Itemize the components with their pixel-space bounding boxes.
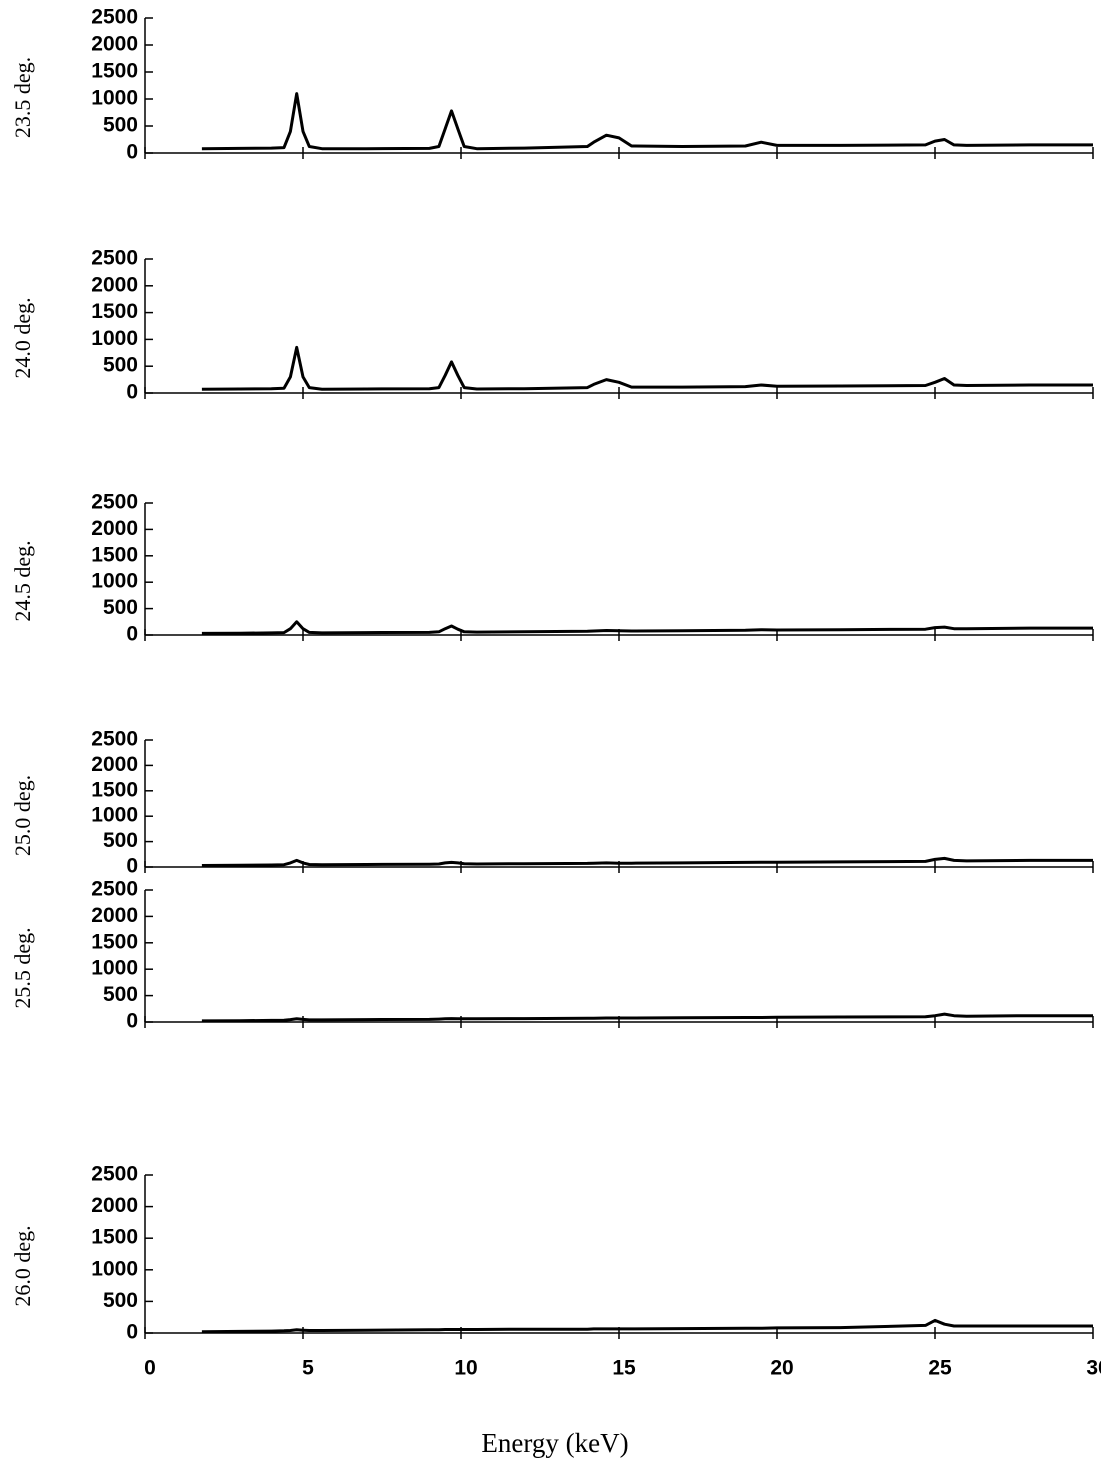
spectrum-line — [201, 856, 1093, 867]
spectrum-line — [201, 92, 1093, 151]
x-tick-label: 0 — [144, 1357, 156, 1380]
y-tick-label: 2000 — [91, 753, 138, 776]
y-tick-label: 1000 — [91, 570, 138, 593]
y-axis-label: 24.0 deg. — [10, 297, 35, 378]
x-tick-label: 25 — [928, 1357, 952, 1380]
y-axis-label: 26.0 deg. — [10, 1225, 35, 1306]
x-tick-label: 5 — [302, 1357, 314, 1380]
spectrum-line — [201, 1012, 1093, 1023]
y-tick-label: 2000 — [91, 1194, 138, 1217]
y-tick-label: 1000 — [91, 1257, 138, 1280]
y-axis-label: 25.5 deg. — [10, 927, 35, 1008]
y-tick-label: 2000 — [91, 904, 138, 927]
y-tick-label: 0 — [126, 623, 138, 646]
y-tick-label: 2500 — [91, 491, 138, 514]
y-tick-label: 2500 — [91, 247, 138, 270]
spectrum-line — [201, 1318, 1093, 1334]
y-tick-label: 2000 — [91, 517, 138, 540]
y-tick-label: 2000 — [91, 273, 138, 296]
y-tick-label: 2500 — [91, 1163, 138, 1186]
y-axis-label: 24.5 deg. — [10, 540, 35, 621]
y-tick-label: 1000 — [91, 957, 138, 980]
y-tick-label: 0 — [126, 1321, 138, 1344]
y-tick-label: 500 — [103, 354, 138, 377]
x-axis-label: Energy (keV) — [481, 1428, 628, 1458]
y-tick-label: 2500 — [91, 728, 138, 751]
y-tick-label: 1500 — [91, 930, 138, 953]
x-tick-label: 30 — [1086, 1357, 1101, 1380]
y-tick-label: 500 — [103, 829, 138, 852]
x-tick-label: 10 — [454, 1357, 477, 1380]
y-tick-label: 0 — [126, 1010, 138, 1033]
x-tick-label: 20 — [770, 1357, 793, 1380]
y-tick-label: 1500 — [91, 778, 138, 801]
y-tick-label: 2500 — [91, 6, 138, 29]
y-tick-label: 1500 — [91, 300, 138, 323]
y-tick-label: 0 — [126, 381, 138, 404]
y-axis-label: 25.0 deg. — [10, 775, 35, 856]
spectrum-line — [201, 620, 1093, 635]
y-tick-label: 500 — [103, 114, 138, 137]
y-tick-label: 1000 — [91, 327, 138, 350]
spectrum-line — [201, 345, 1093, 391]
y-tick-label: 0 — [126, 141, 138, 164]
y-tick-label: 1000 — [91, 804, 138, 827]
y-tick-label: 1500 — [91, 1226, 138, 1249]
y-tick-label: 2500 — [91, 878, 138, 901]
y-tick-label: 1500 — [91, 60, 138, 83]
y-axis-label: 23.5 deg. — [10, 57, 35, 138]
y-tick-label: 1500 — [91, 543, 138, 566]
y-tick-label: 0 — [126, 855, 138, 878]
y-tick-label: 1000 — [91, 87, 138, 110]
y-tick-label: 500 — [103, 983, 138, 1006]
y-tick-label: 500 — [103, 596, 138, 619]
y-tick-label: 500 — [103, 1289, 138, 1312]
x-tick-label: 15 — [612, 1357, 636, 1380]
y-tick-label: 2000 — [91, 33, 138, 56]
